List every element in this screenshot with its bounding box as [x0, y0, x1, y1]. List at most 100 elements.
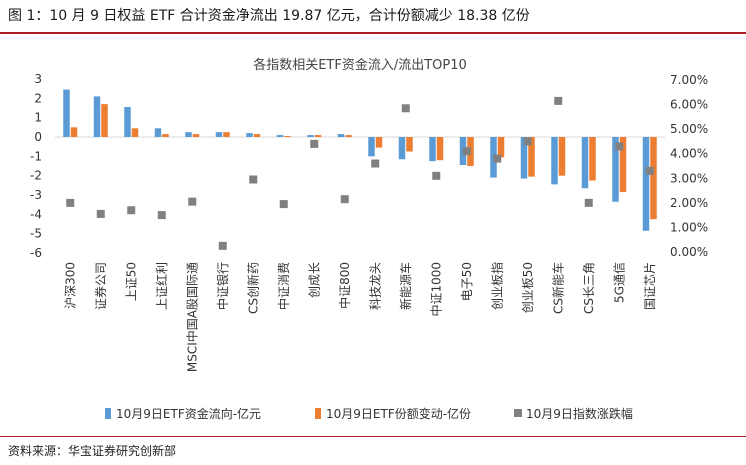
change-marker — [218, 241, 227, 250]
change-marker — [66, 198, 75, 207]
legend-label: 10月9日指数涨跌幅 — [526, 406, 633, 421]
flow-bar — [124, 107, 131, 137]
change-marker — [615, 142, 624, 151]
share-bar — [101, 104, 108, 137]
flow-bar — [185, 132, 192, 137]
change-marker — [279, 200, 288, 209]
right-tick-label: 0.00% — [670, 245, 708, 259]
category-label: 创业板50 — [521, 262, 535, 313]
share-bar — [314, 135, 322, 137]
share-bar — [223, 132, 230, 137]
change-marker — [96, 209, 105, 218]
flow-bar — [337, 134, 345, 137]
share-bar — [284, 136, 291, 137]
flow-bar — [63, 89, 70, 137]
change-marker — [554, 96, 563, 105]
flow-bar — [581, 137, 589, 189]
share-bar — [589, 137, 596, 181]
right-tick-label: 2.00% — [670, 196, 708, 210]
share-bar — [70, 127, 78, 137]
change-marker — [523, 137, 532, 146]
right-tick-label: 7.00% — [670, 73, 708, 87]
flow-bar — [215, 132, 223, 137]
flow-bar — [276, 135, 284, 137]
category-label: 上证50 — [124, 262, 138, 301]
change-marker — [340, 195, 349, 204]
change-marker — [371, 159, 380, 168]
flow-bar — [246, 133, 253, 137]
etf-flow-chart: 各指数相关ETF资金流入/流出TOP10 3 2 1 0 -1 -2 -3 -4 -5 -6 7.00… — [30, 57, 708, 421]
plot-area: 各指数相关ETF资金流入/流出TOP10 3 2 1 0 -1 -2 -3 -4 -5 -6 7.00… — [30, 57, 708, 421]
flow-bar — [368, 137, 375, 157]
change-marker — [493, 154, 502, 163]
share-bar — [131, 128, 139, 137]
category-label: 科技龙头 — [368, 262, 382, 310]
category-label: 5G通信 — [612, 262, 626, 303]
category-label: 中证消费 — [276, 262, 291, 310]
share-bar — [497, 137, 505, 158]
left-tick-label: 2 — [34, 91, 42, 105]
left-tick-label: 1 — [34, 111, 42, 125]
category-label: 上证红利 — [154, 262, 169, 310]
category-label: CS创新药 — [245, 262, 260, 314]
left-tick-label: -2 — [30, 169, 42, 183]
right-tick-label: 6.00% — [670, 98, 708, 112]
change-marker — [462, 147, 471, 156]
share-bar — [619, 137, 627, 193]
flow-bar — [429, 137, 436, 162]
legend-swatch — [105, 408, 111, 419]
change-marker — [401, 104, 410, 113]
left-tick-label: 3 — [34, 72, 42, 86]
category-label: 创成长 — [307, 262, 321, 298]
flow-bar — [398, 137, 406, 160]
left-tick-label: -5 — [30, 227, 42, 241]
change-marker — [584, 198, 593, 207]
flow-bar — [642, 137, 650, 231]
legend-swatch — [315, 408, 321, 419]
flow-bar — [307, 135, 314, 137]
flow-bar — [551, 137, 558, 185]
flow-bar — [154, 128, 162, 137]
category-label: CS长三角 — [582, 262, 596, 314]
flow-bar — [520, 137, 528, 179]
category-label: 创业板指 — [489, 262, 504, 310]
right-tick-label: 3.00% — [670, 171, 708, 185]
left-tick-label: -4 — [30, 207, 42, 221]
change-marker — [188, 197, 197, 206]
category-label: 国证芯片 — [643, 262, 657, 310]
category-label: 沪深300 — [63, 262, 77, 309]
flow-bar — [93, 96, 101, 137]
share-bar — [650, 137, 657, 220]
share-bar — [253, 134, 261, 137]
category-label: MSCI中国A股国际通 — [184, 262, 199, 372]
change-marker — [249, 175, 258, 184]
legend-label: 10月9日ETF资金流向-亿元 — [116, 406, 261, 421]
left-tick-label: -6 — [30, 246, 42, 260]
share-bar — [436, 137, 444, 161]
flow-bar — [612, 137, 619, 202]
left-tick-label: 0 — [34, 130, 42, 144]
category-label: 证券公司 — [93, 262, 108, 310]
figure-title: 图 1：10 月 9 日权益 ETF 合计资金净流出 19.87 亿元，合计份额… — [8, 8, 530, 24]
change-marker — [127, 206, 136, 215]
top-rule — [0, 32, 746, 34]
category-label: 电子50 — [460, 262, 474, 301]
left-tick-label: -1 — [30, 149, 42, 163]
legend-label: 10月9日ETF份额变动-亿份 — [326, 406, 471, 421]
bottom-rule — [0, 436, 746, 437]
share-bar — [162, 134, 169, 137]
chart-title: 各指数相关ETF资金流入/流出TOP10 — [253, 57, 467, 73]
change-marker — [432, 171, 441, 180]
category-label: 中证银行 — [215, 262, 230, 310]
right-tick-label: 1.00% — [670, 220, 708, 234]
category-label: 新能源车 — [398, 262, 413, 310]
share-bar — [375, 137, 383, 148]
share-bar — [528, 137, 535, 177]
left-tick-label: -3 — [30, 188, 42, 202]
share-bar — [406, 137, 413, 152]
right-tick-label: 5.00% — [670, 122, 708, 136]
change-marker — [310, 139, 319, 148]
right-tick-label: 4.00% — [670, 147, 708, 161]
category-label: 中证800 — [337, 262, 352, 309]
change-marker — [645, 166, 654, 175]
